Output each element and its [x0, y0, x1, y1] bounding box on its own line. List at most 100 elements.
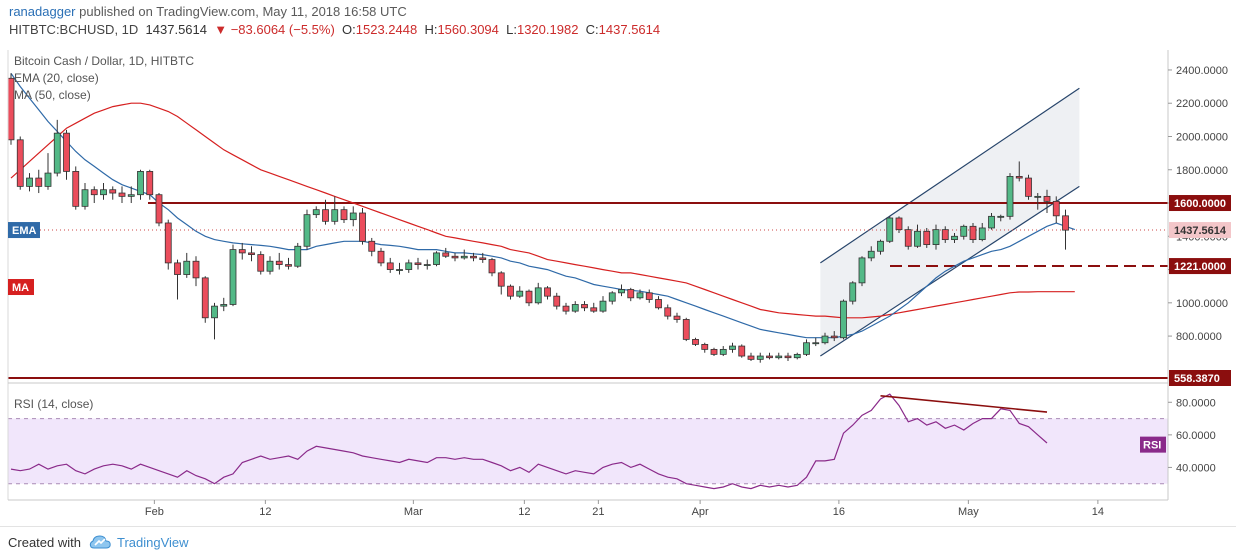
candle	[405, 259, 413, 273]
candle-body-up	[100, 189, 107, 196]
author-link[interactable]: ranadagger	[9, 4, 76, 19]
candle	[488, 257, 496, 277]
candle	[756, 352, 764, 363]
candle-body-up	[266, 260, 274, 272]
low-value: 1320.1982	[516, 22, 579, 37]
candle-body-down	[655, 299, 662, 309]
tradingview-brand[interactable]: TradingView	[117, 535, 189, 550]
candle-body-up	[183, 260, 191, 275]
candle	[470, 252, 477, 262]
candle	[784, 352, 792, 362]
candle-body-up	[636, 292, 644, 299]
candle-body-down	[164, 222, 172, 264]
candle	[322, 199, 329, 225]
candle	[738, 344, 746, 358]
candle	[26, 173, 33, 192]
candle	[1025, 174, 1032, 200]
candle	[793, 352, 801, 360]
candle-body-down	[941, 229, 949, 241]
candle	[590, 302, 598, 313]
candle-body-down	[895, 217, 903, 231]
ma50-line	[10, 102, 1075, 319]
candle	[904, 226, 912, 250]
candle	[81, 183, 89, 210]
candle	[442, 247, 450, 258]
resistance-price-tag-bg	[1169, 195, 1231, 212]
candle-body-down	[257, 254, 265, 272]
candle	[775, 352, 783, 360]
candle	[960, 224, 968, 240]
candle	[673, 312, 681, 323]
candle	[137, 169, 144, 200]
candle	[414, 257, 422, 270]
candle-body-down	[386, 262, 394, 270]
candle	[16, 136, 24, 190]
candle	[248, 246, 255, 262]
candle-body-up	[312, 209, 320, 216]
candle-body-up	[951, 235, 958, 241]
candle	[285, 257, 292, 270]
price-chart[interactable]: 2400.0000 2200.0000 2000.0000 1800.0000 1600…	[0, 46, 1236, 526]
candle	[1006, 173, 1014, 220]
high-value: 1560.3094	[437, 22, 499, 37]
candle-body-down	[275, 260, 283, 265]
time-tick-label: 21	[592, 506, 604, 518]
candle-body-down	[562, 305, 570, 312]
candle-body-down	[322, 209, 329, 222]
candle	[377, 247, 385, 267]
candle	[682, 317, 690, 342]
candle-body-up	[978, 227, 986, 241]
candle-body-down	[664, 307, 672, 317]
candle-body-down	[544, 287, 551, 297]
candle	[803, 339, 810, 357]
candle-body-up	[608, 292, 616, 302]
candle	[331, 196, 339, 225]
candle-body-down	[627, 289, 635, 299]
candle-body-up	[775, 355, 783, 359]
candle-body-up	[81, 189, 89, 207]
candle-body-up	[756, 355, 764, 360]
ma-side-tag: MA	[12, 282, 29, 294]
time-tick-label: 14	[1092, 506, 1104, 518]
candle	[729, 342, 736, 353]
last-price-tag: 1437.5614	[1174, 225, 1227, 237]
ema-side-tag: EMA	[12, 225, 37, 237]
resistance-price-tag: 1600.0000	[1174, 198, 1226, 210]
candle	[1043, 189, 1051, 213]
candle	[497, 271, 505, 295]
candle-body-up	[1006, 176, 1014, 217]
main-pane	[7, 50, 1168, 379]
candle	[368, 237, 376, 257]
candle	[877, 239, 884, 255]
candle	[359, 208, 366, 245]
candle	[100, 183, 107, 200]
candle-body-down	[507, 285, 514, 297]
candle-body-down	[201, 277, 209, 319]
tradingview-logo-icon[interactable]	[88, 533, 112, 556]
rsi-divergence-line	[880, 394, 1048, 413]
candle-body-down	[747, 355, 755, 360]
publish-line: ranadagger published on TradingView.com,…	[9, 4, 407, 19]
candle	[229, 244, 237, 307]
candle-body-down	[72, 171, 80, 207]
candle-body-down	[340, 209, 348, 221]
candle	[1062, 209, 1069, 250]
candle-body-down	[368, 240, 376, 252]
candle-body-down	[830, 335, 838, 339]
candle	[997, 214, 1005, 222]
candle	[303, 209, 311, 250]
bottom-price-tag: 558.3870	[1174, 373, 1220, 385]
candle-body-down	[904, 229, 912, 247]
candle-body-up	[294, 245, 302, 267]
candle	[951, 232, 958, 243]
candle-body-up	[877, 240, 884, 252]
candle-body-down	[969, 225, 977, 241]
ema-tag-bg	[8, 222, 40, 239]
rsi-tick-label: 40.0000	[1176, 462, 1216, 474]
candle-body-down	[497, 272, 505, 287]
candle-body-down	[109, 189, 117, 194]
candle	[396, 262, 403, 275]
candle	[72, 166, 80, 210]
candle-body-down	[710, 348, 718, 355]
candle-body-up	[886, 217, 894, 242]
